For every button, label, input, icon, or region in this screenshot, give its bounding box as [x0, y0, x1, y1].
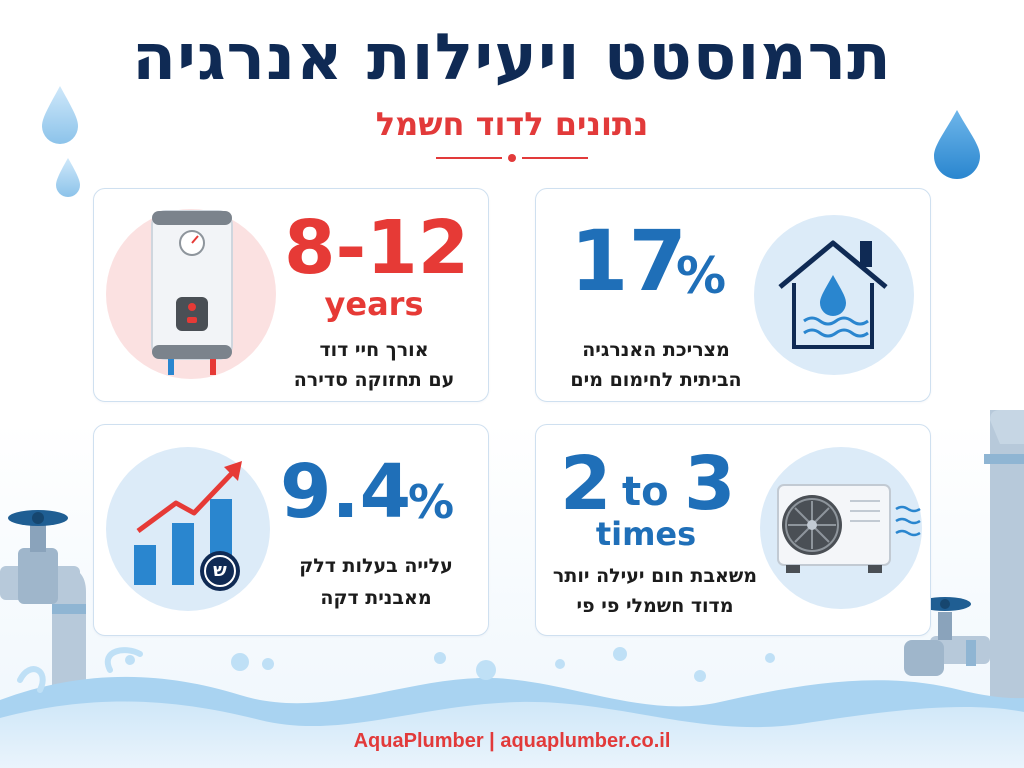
- stat-card-scale-cost: ש 9.4 % עלייה בעלות דלק מאבנית דקה: [93, 424, 489, 636]
- stat-value-connector: to: [622, 469, 669, 515]
- stat-card-energy-share: 17 % מצריכת האנרגיה הביתית לחימום מים: [535, 188, 931, 402]
- water-heater-icon: [151, 210, 233, 375]
- stat-card-lifespan: 8-12 years אורך חיי דוד עם תחזוקה סדירה: [93, 188, 489, 402]
- house-water-icon: [778, 240, 888, 349]
- stat-unit: years: [324, 285, 424, 323]
- page-title: תרמוסטט ויעילות אנרגיה: [132, 21, 892, 95]
- stat-value: 9.4: [280, 449, 412, 535]
- stat-description-line1: אורך חיי דוד: [319, 339, 429, 361]
- title-divider: [436, 154, 588, 162]
- stat-description-line2: הביתית לחימום מים: [570, 369, 742, 391]
- page-subtitle: נתונים לדוד חשמל: [375, 105, 649, 143]
- stat-description-line1: משאבת חום יעילה יותר: [552, 565, 758, 587]
- stat-value: 8-12: [284, 205, 470, 291]
- rising-chart-icon: [134, 461, 242, 591]
- stat-value-high: 3: [684, 441, 736, 527]
- drop-icon: [56, 158, 80, 197]
- stat-card-heat-pump: 2 to 3 times משאבת חום יעילה יותר מדוד ח…: [535, 424, 931, 636]
- stat-value: 17: [570, 212, 687, 310]
- heat-pump-icon: [777, 484, 921, 573]
- drop-icon: [42, 86, 78, 144]
- stat-unit: %: [408, 475, 455, 529]
- stat-value-low: 2: [560, 441, 612, 527]
- currency-symbol: ש: [213, 560, 227, 581]
- stat-description-line1: עלייה בעלות דלק: [299, 555, 453, 577]
- stat-unit: %: [676, 247, 727, 305]
- drop-icon: [934, 110, 980, 179]
- stat-description-line1: מצריכת האנרגיה: [582, 339, 730, 361]
- stat-description-line2: עם תחזוקה סדירה: [293, 369, 455, 391]
- water-waves-decoration: [0, 647, 1024, 768]
- stat-unit: times: [595, 515, 697, 553]
- stat-description-line2: מדוד חשמלי פי פי: [576, 595, 734, 617]
- footer-brand[interactable]: AquaPlumber | aquaplumber.co.il: [353, 730, 671, 752]
- stat-description-line2: מאבנית דקה: [320, 587, 432, 609]
